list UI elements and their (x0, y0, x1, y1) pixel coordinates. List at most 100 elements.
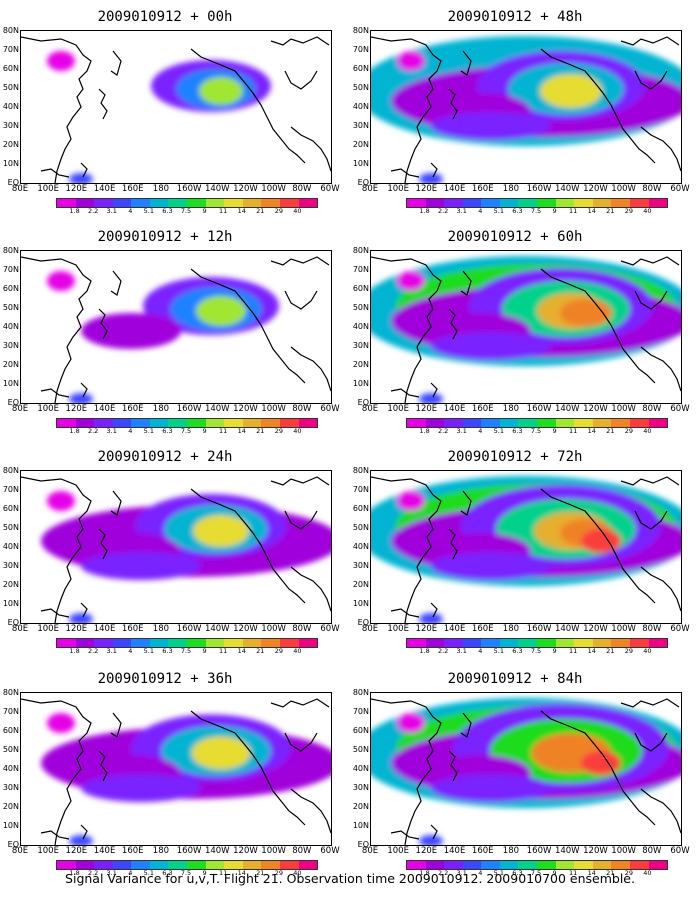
latitude-label: 70N (2, 45, 19, 54)
colorbar-label: 29 (274, 647, 283, 655)
colorbar-swatch (187, 419, 206, 427)
latitude-label: EQ (357, 178, 369, 187)
longitude-label: 180 (152, 404, 170, 414)
colorbar-swatch (279, 861, 299, 869)
latitude-label: 20N (352, 580, 369, 589)
colorbar-swatch (94, 639, 113, 647)
colorbar-swatch (168, 639, 188, 647)
colorbar-swatch (149, 419, 169, 427)
colorbar-swatch (205, 639, 225, 647)
longitude-label: 100W (611, 404, 636, 414)
latitude-label: 80N (352, 688, 369, 697)
longitude-label: 160E (471, 846, 494, 856)
latitude-label: 60N (352, 64, 369, 73)
colorbar-swatch (242, 639, 262, 647)
colorbar-swatch (481, 199, 500, 207)
longitude-label: 160E (121, 184, 144, 194)
colorbar-swatch (57, 639, 76, 647)
colorbar-label: 21 (256, 207, 265, 215)
map-panel: 2009010912 + 72h 80N 70N 60N 50N 40N 30N 20N 10N… (350, 448, 690, 655)
colorbar-swatch (629, 861, 649, 869)
colorbar-swatch (205, 419, 225, 427)
longitude-label: 120W (233, 404, 258, 414)
colorbar-swatch (112, 199, 132, 207)
longitude-label: 80W (292, 624, 312, 634)
colorbar-label: 2.2 (87, 647, 99, 655)
colorbar-swatch (462, 199, 482, 207)
colorbar-swatch (629, 639, 649, 647)
colorbar (56, 418, 318, 428)
colorbar-swatch (444, 199, 463, 207)
colorbar-label: 7.5 (530, 647, 542, 655)
variance-map (370, 30, 682, 184)
colorbar-swatch (131, 199, 150, 207)
latitude-label: 60N (2, 284, 19, 293)
colorbar-swatch (205, 199, 225, 207)
latitude-label: EQ (7, 840, 19, 849)
latitude-label: 80N (352, 466, 369, 475)
longitude-label: 80E (11, 624, 29, 634)
latitude-label: EQ (7, 618, 19, 627)
colorbar-label: 6.3 (512, 207, 523, 215)
latitude-label: EQ (357, 618, 369, 627)
colorbar-label: 4 (128, 869, 133, 877)
map-panel: 2009010912 + 12h 80N 70N 60N 50N 40N 30N 20N 10N… (0, 228, 340, 435)
latitude-label: 20N (2, 140, 19, 149)
longitude-label: 100E (37, 624, 59, 634)
colorbar (406, 198, 668, 208)
longitude-label: 100W (611, 184, 636, 194)
latitude-label: 50N (2, 303, 19, 312)
map-panel: 2009010912 + 24h 80N 70N 60N 50N 40N 30N 20N 10N… (0, 448, 340, 655)
colorbar-swatch (425, 861, 445, 869)
colorbar-label: 40 (643, 869, 652, 877)
map-panel: 2009010912 + 00h 80N 70N 60N 50N 40N 30N 20N 10N… (0, 8, 340, 215)
colorbar-label: 3.1 (456, 207, 467, 215)
colorbar-label: 6.3 (512, 427, 523, 435)
panel-title: 2009010912 + 84h (447, 671, 583, 687)
colorbar-label: 6.3 (512, 647, 523, 655)
colorbar-label: 5.1 (493, 647, 505, 655)
latitude-label: 50N (352, 745, 369, 754)
longitude-label: 140E (93, 846, 116, 856)
colorbar-label: 5.1 (143, 869, 155, 877)
colorbar-swatch (425, 419, 445, 427)
colorbar-label: 7.5 (530, 427, 542, 435)
colorbar-swatch (407, 199, 426, 207)
colorbar-swatch (112, 861, 132, 869)
colorbar-swatch (279, 419, 299, 427)
latitude-label: 50N (2, 83, 19, 92)
longitude-label: 100W (611, 846, 636, 856)
longitude-label: 180 (152, 846, 170, 856)
latitude-label: 40N (352, 102, 369, 111)
panel-title: 2009010912 + 00h (97, 9, 233, 25)
colorbar-swatch (261, 639, 280, 647)
latitude-label: 20N (352, 360, 369, 369)
longitude-label: 100W (261, 184, 286, 194)
colorbar-label: 7.5 (530, 869, 542, 877)
longitude-label: 160W (176, 846, 202, 856)
longitude-label: 120W (233, 624, 258, 634)
colorbar-swatch (261, 419, 280, 427)
longitude-label: 120E (415, 404, 438, 414)
colorbar-label: 4 (478, 869, 483, 877)
figure-caption: Signal Variance for u,v,T. Flight 21. Ob… (65, 871, 635, 886)
colorbar-swatch (592, 639, 612, 647)
latitude-label: 40N (352, 322, 369, 331)
colorbar-swatch (629, 419, 649, 427)
colorbar-label: 29 (274, 869, 283, 877)
colorbar-label: 14 (237, 647, 246, 655)
longitude-label: 140E (93, 404, 116, 414)
colorbar-swatch (57, 419, 76, 427)
longitude-label: 120E (415, 624, 438, 634)
colorbar (56, 198, 318, 208)
panel-title: 2009010912 + 60h (447, 229, 583, 245)
longitude-label: 60W (320, 846, 340, 856)
colorbar-label: 14 (587, 869, 596, 877)
colorbar-label: 40 (293, 207, 302, 215)
colorbar-label: 3.1 (106, 869, 117, 877)
colorbar-label: 4 (128, 427, 133, 435)
longitude-label: 180 (502, 846, 520, 856)
colorbar-label: 9 (552, 207, 557, 215)
latitude-label: 80N (2, 466, 19, 475)
colorbar-swatch (425, 199, 445, 207)
